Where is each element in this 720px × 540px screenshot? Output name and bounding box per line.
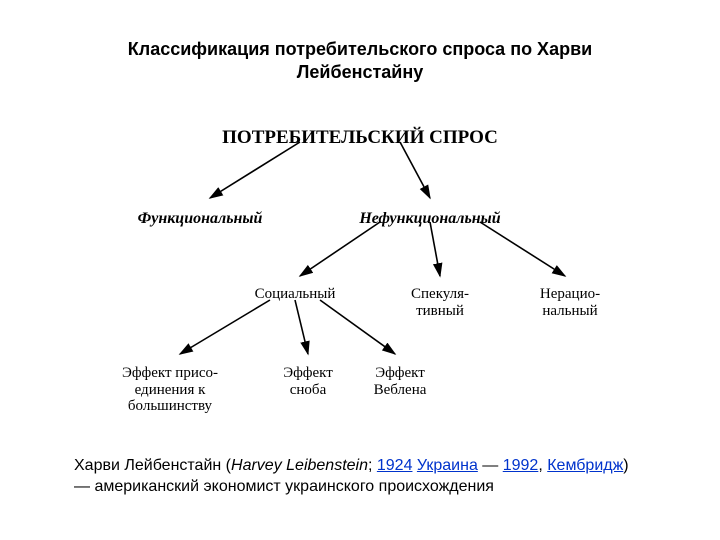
page-title: Классификация потребительского спроса по… [0, 38, 720, 85]
node-spec-l1: Спекуля- [411, 286, 469, 302]
title-line2: Лейбенстайну [297, 62, 424, 82]
node-eff3-l2: Веблена [374, 382, 427, 398]
caption: Харви Лейбенстайн (Harvey Leibenstein; 1… [74, 455, 646, 498]
link-year2[interactable]: 1992 [503, 457, 539, 474]
node-eff1-l2: единения к [135, 382, 206, 398]
node-eff3-l1: Эффект [375, 365, 425, 381]
node-eff2-l1: Эффект [283, 365, 333, 381]
node-effect-snob: Эффект сноба [283, 365, 333, 398]
node-root: ПОТРЕБИТЕЛЬСКИЙ СПРОС [222, 128, 498, 149]
link-year1[interactable]: 1924 [377, 457, 413, 474]
caption-sep: — [478, 457, 503, 474]
link-loc1[interactable]: Украина [417, 457, 478, 474]
node-social: Социальный [255, 286, 336, 303]
node-irr-l2: нальный [542, 303, 597, 319]
title-line1: Классификация потребительского спроса по… [128, 39, 592, 59]
node-functional: Функциональный [138, 210, 263, 228]
node-eff1-l1: Эффект присо- [122, 365, 218, 381]
node-effect-veblen: Эффект Веблена [374, 365, 427, 398]
node-effect-majority: Эффект присо- единения к большинству [122, 365, 218, 415]
node-spec-l2: тивный [416, 303, 464, 319]
node-eff2-l2: сноба [290, 382, 326, 398]
node-irr-l1: Нерацио- [540, 286, 600, 302]
link-loc2[interactable]: Кембридж [547, 457, 623, 474]
node-eff1-l3: большинству [128, 398, 212, 414]
node-nonfunctional: Нефункциональный [359, 210, 500, 228]
caption-name-latin: Harvey Leibenstein [231, 457, 368, 474]
node-irrational: Нерацио- нальный [540, 286, 600, 319]
node-social-l1: Социальный [255, 286, 336, 302]
node-speculative: Спекуля- тивный [411, 286, 469, 319]
caption-name: Харви Лейбенстайн [74, 457, 221, 474]
